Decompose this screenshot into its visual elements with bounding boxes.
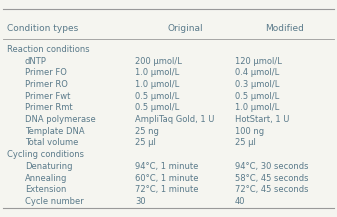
Text: Primer Rmt: Primer Rmt [25, 103, 72, 112]
Text: 200 μmol/L: 200 μmol/L [135, 57, 182, 66]
Text: Denaturing: Denaturing [25, 162, 72, 171]
Text: Modified: Modified [265, 24, 304, 33]
Text: 94°C, 30 seconds: 94°C, 30 seconds [235, 162, 308, 171]
Text: HotStart, 1 U: HotStart, 1 U [235, 115, 289, 124]
Text: AmpliTaq Gold, 1 U: AmpliTaq Gold, 1 U [135, 115, 215, 124]
Text: 0.3 μmol/L: 0.3 μmol/L [235, 80, 279, 89]
Text: 25 μl: 25 μl [135, 138, 156, 147]
Text: 30: 30 [135, 197, 146, 206]
Text: DNA polymerase: DNA polymerase [25, 115, 96, 124]
Text: 100 ng: 100 ng [235, 127, 264, 136]
Text: Reaction conditions: Reaction conditions [7, 45, 89, 54]
Text: 0.5 μmol/L: 0.5 μmol/L [135, 103, 180, 112]
Text: Annealing: Annealing [25, 174, 67, 182]
Text: Original: Original [167, 24, 203, 33]
Text: 1.0 μmol/L: 1.0 μmol/L [135, 68, 180, 77]
Text: Condition types: Condition types [7, 24, 78, 33]
Text: 120 μmol/L: 120 μmol/L [235, 57, 281, 66]
Text: dNTP: dNTP [25, 57, 47, 66]
Text: 25 μl: 25 μl [235, 138, 255, 147]
Text: Total volume: Total volume [25, 138, 78, 147]
Text: 1.0 μmol/L: 1.0 μmol/L [135, 80, 180, 89]
Text: Extension: Extension [25, 185, 66, 194]
Text: Template DNA: Template DNA [25, 127, 85, 136]
Text: 58°C, 45 seconds: 58°C, 45 seconds [235, 174, 308, 182]
Text: 1.0 μmol/L: 1.0 μmol/L [235, 103, 279, 112]
Text: 72°C, 45 seconds: 72°C, 45 seconds [235, 185, 308, 194]
Text: Cycling conditions: Cycling conditions [7, 150, 84, 159]
Text: 25 ng: 25 ng [135, 127, 159, 136]
Text: 0.4 μmol/L: 0.4 μmol/L [235, 68, 279, 77]
Text: Primer Fwt: Primer Fwt [25, 92, 70, 101]
Text: Primer RO: Primer RO [25, 80, 68, 89]
Text: 0.5 μmol/L: 0.5 μmol/L [135, 92, 180, 101]
Text: Primer FO: Primer FO [25, 68, 67, 77]
Text: 0.5 μmol/L: 0.5 μmol/L [235, 92, 279, 101]
Text: 94°C, 1 minute: 94°C, 1 minute [135, 162, 199, 171]
Text: 60°C, 1 minute: 60°C, 1 minute [135, 174, 199, 182]
Text: Cycle number: Cycle number [25, 197, 84, 206]
Text: 72°C, 1 minute: 72°C, 1 minute [135, 185, 199, 194]
Text: 40: 40 [235, 197, 245, 206]
